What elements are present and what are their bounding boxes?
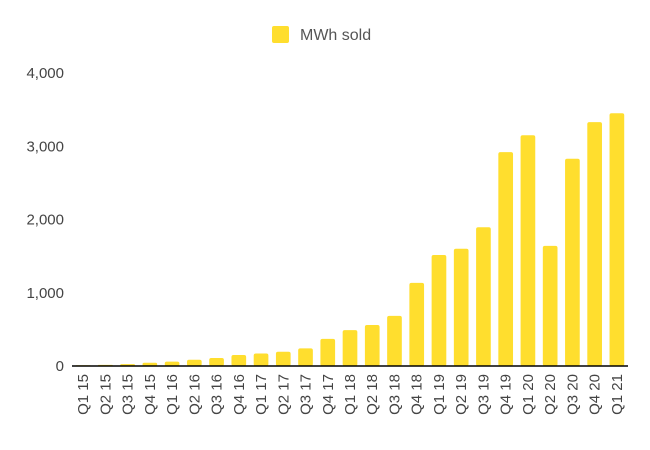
bar xyxy=(609,113,625,366)
x-tick-label: Q2 17 xyxy=(275,374,292,415)
bar xyxy=(542,245,558,366)
x-tick-label: Q3 18 xyxy=(386,374,403,415)
x-tick-label: Q3 20 xyxy=(564,374,581,415)
x-tick-label: Q4 19 xyxy=(498,374,515,415)
legend: MWh sold xyxy=(272,26,371,44)
bar xyxy=(253,353,269,366)
bar xyxy=(431,255,447,366)
x-tick-label: Q4 15 xyxy=(142,374,159,415)
legend-label: MWh sold xyxy=(300,27,371,44)
x-tick-label: Q1 17 xyxy=(253,374,270,415)
x-tick-label: Q2 20 xyxy=(542,374,559,415)
x-tick-label: Q4 20 xyxy=(587,374,604,415)
x-axis-labels: Q1 15 Q2 15 Q3 15 Q4 15 Q1 16 Q2 16 Q3 16 Q4 16… xyxy=(75,374,626,415)
x-tick-label: Q2 19 xyxy=(453,374,470,415)
x-tick-label: Q1 18 xyxy=(342,374,359,415)
x-tick-label: Q1 19 xyxy=(431,374,448,415)
bar xyxy=(453,248,469,366)
x-tick-label: Q1 15 xyxy=(75,374,92,415)
bar xyxy=(565,158,580,366)
x-tick-label: Q1 21 xyxy=(609,374,626,415)
bars xyxy=(75,113,625,366)
y-axis-labels: 0 1,000 2,000 3,000 4,000 xyxy=(26,65,64,375)
x-tick-label: Q1 20 xyxy=(520,374,537,415)
bar xyxy=(342,330,358,366)
y-tick-label: 1,000 xyxy=(26,285,64,302)
bar xyxy=(587,122,602,366)
x-tick-label: Q2 18 xyxy=(364,374,381,415)
bar xyxy=(298,348,313,366)
bar xyxy=(409,282,425,366)
x-tick-label: Q2 16 xyxy=(186,374,203,415)
x-tick-label: Q3 16 xyxy=(209,374,226,415)
x-tick-label: Q3 15 xyxy=(120,374,137,415)
y-tick-label: 2,000 xyxy=(26,212,64,229)
bar xyxy=(209,357,224,366)
y-tick-label: 3,000 xyxy=(26,138,64,155)
bar xyxy=(186,359,202,366)
legend-swatch xyxy=(272,26,289,43)
x-tick-label: Q4 18 xyxy=(409,374,426,415)
bar xyxy=(275,351,291,366)
bar xyxy=(364,324,380,366)
x-tick-label: Q4 17 xyxy=(320,374,337,415)
bar xyxy=(387,315,402,366)
bar xyxy=(476,227,491,366)
x-tick-label: Q2 15 xyxy=(97,374,114,415)
x-tick-label: Q3 17 xyxy=(298,374,315,415)
bar xyxy=(142,362,158,366)
y-tick-label: 4,000 xyxy=(26,65,64,82)
bar xyxy=(231,355,247,366)
x-tick-label: Q4 16 xyxy=(231,374,248,415)
bar xyxy=(320,338,336,366)
x-tick-label: Q3 19 xyxy=(475,374,492,415)
x-tick-label: Q1 16 xyxy=(164,374,181,415)
bar xyxy=(520,135,536,366)
y-tick-label: 0 xyxy=(56,358,64,375)
bar xyxy=(498,152,514,366)
bar xyxy=(164,361,180,366)
